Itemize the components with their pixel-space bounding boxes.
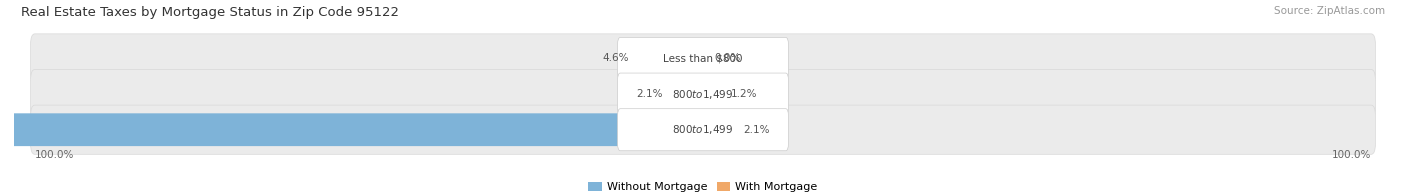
Text: 100.0%: 100.0% [35,150,75,160]
Text: $800 to $1,499: $800 to $1,499 [672,123,734,136]
FancyBboxPatch shape [31,34,1375,83]
FancyBboxPatch shape [0,113,704,146]
FancyBboxPatch shape [31,70,1375,119]
Text: 2.1%: 2.1% [637,89,664,99]
Text: 2.1%: 2.1% [742,125,769,135]
Legend: Without Mortgage, With Mortgage: Without Mortgage, With Mortgage [583,177,823,196]
Text: 1.2%: 1.2% [731,89,756,99]
Text: 4.6%: 4.6% [602,54,628,64]
FancyBboxPatch shape [617,37,789,79]
Text: Less than $800: Less than $800 [664,54,742,64]
Text: Source: ZipAtlas.com: Source: ZipAtlas.com [1274,6,1385,16]
FancyBboxPatch shape [617,109,789,151]
FancyBboxPatch shape [702,78,721,111]
Text: $800 to $1,499: $800 to $1,499 [672,88,734,101]
FancyBboxPatch shape [672,78,704,111]
Text: 100.0%: 100.0% [1331,150,1371,160]
FancyBboxPatch shape [702,113,734,146]
FancyBboxPatch shape [637,42,704,75]
Text: 0.0%: 0.0% [714,54,741,64]
FancyBboxPatch shape [617,73,789,115]
FancyBboxPatch shape [31,105,1375,154]
Text: Real Estate Taxes by Mortgage Status in Zip Code 95122: Real Estate Taxes by Mortgage Status in … [21,6,399,19]
